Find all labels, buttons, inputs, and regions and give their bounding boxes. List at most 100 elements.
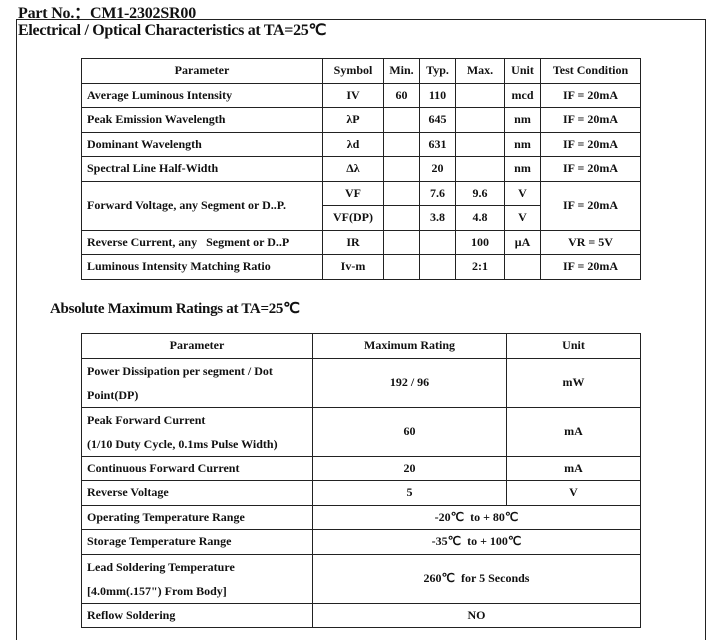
param-cell: Reverse Current, any Segment or D..P xyxy=(81,229,323,255)
min-cell: 60 xyxy=(383,82,420,108)
typ-cell: 631 xyxy=(419,131,456,157)
param-cell: Operating Temperature Range xyxy=(81,504,313,530)
condition-cell: IF = 20mA xyxy=(540,254,641,280)
unit-cell: nm xyxy=(504,107,541,133)
max-cell: 2:1 xyxy=(455,254,505,280)
max-cell xyxy=(455,156,505,182)
param-cell: Reflow Soldering xyxy=(81,602,313,628)
symbol-cell: λd xyxy=(322,131,384,157)
part-number: Part No.：CM1-2302SR00 xyxy=(18,5,196,22)
header-cell: Maximum Rating xyxy=(312,333,507,359)
table-header-row: Parameter Symbol Min. Typ. Max. Unit Tes… xyxy=(81,58,641,84)
header-cell: Unit xyxy=(504,58,541,84)
param-line: [4.0mm(.157") From Body] xyxy=(87,583,227,598)
param-cell: Lead Soldering Temperature [4.0mm(.157") … xyxy=(81,553,313,604)
unit-cell: V xyxy=(504,180,541,206)
rating-cell: NO xyxy=(312,602,641,628)
table-row: Reflow Soldering NO xyxy=(81,602,641,628)
unit-cell xyxy=(504,254,541,280)
unit-cell: mA xyxy=(506,406,641,457)
condition-cell: IF = 20mA xyxy=(540,180,641,231)
table-row: Lead Soldering Temperature [4.0mm(.157") … xyxy=(81,553,641,604)
unit-cell: mA xyxy=(506,455,641,481)
param-cell: Peak Forward Current (1/10 Duty Cycle, 0.… xyxy=(81,406,313,457)
typ-cell: 20 xyxy=(419,156,456,182)
param-cell: Spectral Line Half-Width xyxy=(81,156,323,182)
typ-cell: 3.8 xyxy=(419,205,456,231)
symbol-cell: λP xyxy=(322,107,384,133)
symbol-cell: Δλ xyxy=(322,156,384,182)
header-cell: Test Condition xyxy=(540,58,641,84)
table-row: Peak Forward Current (1/10 Duty Cycle, 0.… xyxy=(81,406,641,457)
param-cell: Power Dissipation per segment / Dot Poin… xyxy=(81,357,313,408)
condition-cell: VR = 5V xyxy=(540,229,641,255)
table-row: Average Luminous Intensity IV 60 110 mcd… xyxy=(81,82,641,108)
header-cell: Parameter xyxy=(81,333,313,359)
document-frame xyxy=(16,19,706,640)
rating-cell: -35℃ to + 100℃ xyxy=(312,529,641,555)
rating-cell: -20℃ to + 80℃ xyxy=(312,504,641,530)
typ-cell xyxy=(419,254,456,280)
symbol-cell: Iv-m xyxy=(322,254,384,280)
condition-cell: IF = 20mA xyxy=(540,131,641,157)
table-row: Power Dissipation per segment / Dot Poin… xyxy=(81,357,641,408)
unit-cell: V xyxy=(506,480,641,506)
param-cell: Luminous Intensity Matching Ratio xyxy=(81,254,323,280)
symbol-cell: IV xyxy=(322,82,384,108)
header-cell: Unit xyxy=(506,333,641,359)
header-cell: Max. xyxy=(455,58,505,84)
table-row: Reverse Voltage 5 V xyxy=(81,480,641,506)
max-cell xyxy=(455,131,505,157)
electrical-optical-table: Parameter Symbol Min. Typ. Max. Unit Tes… xyxy=(81,58,641,280)
min-cell xyxy=(383,254,420,280)
rating-cell: 260℃ for 5 Seconds xyxy=(312,553,641,604)
symbol-cell: VF xyxy=(322,180,384,206)
table-header-row: Parameter Maximum Rating Unit xyxy=(81,333,641,359)
absolute-max-ratings-table: Parameter Maximum Rating Unit Power Diss… xyxy=(81,333,641,628)
typ-cell: 110 xyxy=(419,82,456,108)
header-cell: Parameter xyxy=(81,58,323,84)
section-title-absolute-max: Absolute Maximum Ratings at TA=25℃ xyxy=(50,301,300,317)
max-cell: 9.6 xyxy=(455,180,505,206)
condition-cell: IF = 20mA xyxy=(540,156,641,182)
header-cell: Min. xyxy=(383,58,420,84)
min-cell xyxy=(383,156,420,182)
header-cell: Typ. xyxy=(419,58,456,84)
min-cell xyxy=(383,205,420,231)
param-line: (1/10 Duty Cycle, 0.1ms Pulse Width) xyxy=(87,436,278,451)
rating-cell: 60 xyxy=(312,406,507,457)
typ-cell: 7.6 xyxy=(419,180,456,206)
unit-cell: mW xyxy=(506,357,641,408)
condition-cell: IF = 20mA xyxy=(540,82,641,108)
table-row: Peak Emission Wavelength λP 645 nm IF = … xyxy=(81,107,641,133)
section-title-electrical: Electrical / Optical Characteristics at … xyxy=(18,22,327,39)
param-cell: Dominant Wavelength xyxy=(81,131,323,157)
rating-cell: 20 xyxy=(312,455,507,481)
table-row: Continuous Forward Current 20 mA xyxy=(81,455,641,481)
min-cell xyxy=(383,180,420,206)
max-cell: 4.8 xyxy=(455,205,505,231)
param-cell: Peak Emission Wavelength xyxy=(81,107,323,133)
param-line: Peak Forward Current xyxy=(87,412,206,427)
max-cell xyxy=(455,82,505,108)
table-row: Forward Voltage, any Segment or D..P. VF… xyxy=(81,180,641,231)
rating-cell: 5 xyxy=(312,480,507,506)
unit-cell: nm xyxy=(504,156,541,182)
param-cell: Average Luminous Intensity xyxy=(81,82,323,108)
param-cell: Storage Temperature Range xyxy=(81,529,313,555)
condition-cell: IF = 20mA xyxy=(540,107,641,133)
param-cell: Continuous Forward Current xyxy=(81,455,313,481)
rating-cell: 192 / 96 xyxy=(312,357,507,408)
min-cell xyxy=(383,107,420,133)
symbol-cell: VF(DP) xyxy=(322,205,384,231)
typ-cell: 645 xyxy=(419,107,456,133)
unit-cell: nm xyxy=(504,131,541,157)
param-line: Lead Soldering Temperature xyxy=(87,559,235,574)
symbol-cell: IR xyxy=(322,229,384,255)
param-cell: Reverse Voltage xyxy=(81,480,313,506)
unit-cell: mcd xyxy=(504,82,541,108)
max-cell xyxy=(455,107,505,133)
table-row: Reverse Current, any Segment or D..P IR … xyxy=(81,229,641,255)
table-row: Luminous Intensity Matching Ratio Iv-m 2… xyxy=(81,254,641,280)
min-cell xyxy=(383,131,420,157)
